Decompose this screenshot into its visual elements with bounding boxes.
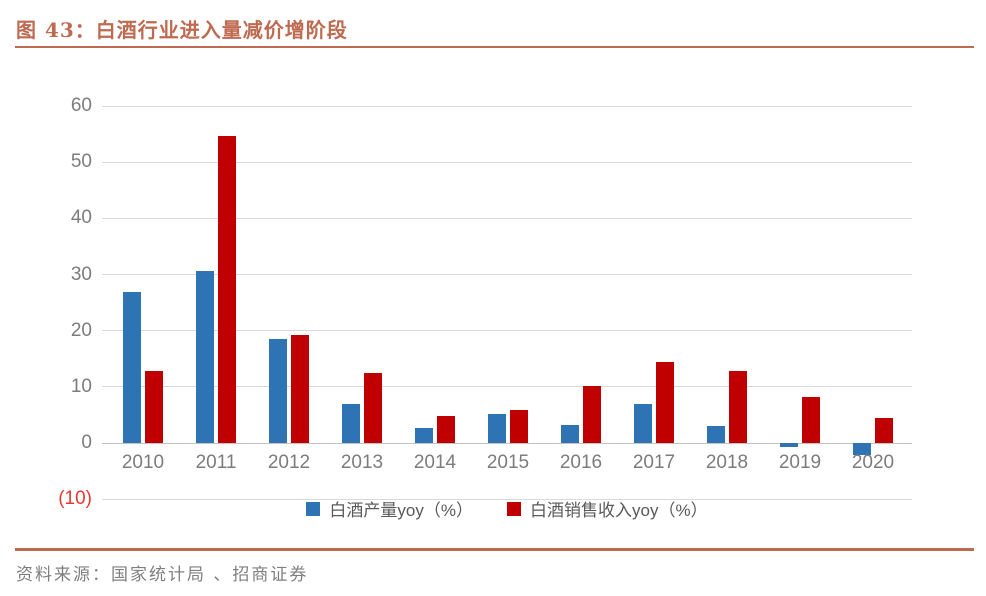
revenue-series-swatch-icon (507, 501, 521, 516)
bar-production-2016 (561, 425, 579, 443)
gridline-y0 (102, 442, 912, 444)
bar-production-2020 (853, 443, 871, 456)
y-tick-label: (10) (58, 488, 92, 510)
bar-production-2018 (707, 425, 725, 443)
gridline-y30 (102, 274, 912, 275)
y-tick-label: 60 (70, 95, 92, 116)
x-tick-label-2015: 2015 (486, 452, 530, 473)
gridline-y10 (102, 386, 912, 388)
source-note: 资料来源：国家统计局 、招商证券 (16, 565, 309, 585)
bar-production-2012 (269, 338, 287, 443)
gridline-y-10 (102, 498, 912, 500)
x-tick-label-2014: 2014 (413, 452, 457, 473)
gridline-y20 (102, 330, 912, 332)
bar-revenue-2017 (656, 362, 674, 443)
bar-revenue-2012 (291, 335, 309, 443)
x-tick-label-2020: 2020 (851, 452, 895, 473)
y-tick-label: 40 (70, 207, 92, 229)
legend-label: 白酒产量yoy（%） (329, 501, 473, 520)
bar-production-2014 (415, 427, 433, 443)
bar-production-2011 (196, 270, 214, 443)
footer-rule (15, 548, 974, 551)
y-tick-label: 50 (70, 151, 92, 173)
x-tick-label-2013: 2013 (340, 452, 384, 473)
bar-revenue-2020 (875, 417, 893, 443)
bar-revenue-2013 (364, 372, 382, 443)
y-tick-label: 10 (70, 375, 92, 397)
x-tick-label-2018: 2018 (705, 452, 749, 473)
gridline-y50 (102, 161, 912, 163)
bar-revenue-2014 (437, 416, 455, 443)
x-tick-label-2012: 2012 (267, 452, 311, 473)
bar-production-2015 (488, 414, 506, 443)
title-underline (15, 46, 974, 48)
bar-production-2013 (342, 403, 360, 443)
legend-item-revenue: 白酒销售收入yoy（%） (507, 496, 708, 521)
production-series-swatch-icon (306, 501, 321, 516)
gridline-y60 (102, 105, 912, 107)
x-tick-label-2019: 2019 (778, 452, 822, 473)
legend-item-production: 白酒产量yoy（%） (306, 496, 473, 521)
bar-revenue-2015 (510, 410, 528, 443)
x-tick-label-2016: 2016 (559, 452, 603, 473)
x-tick-label-2017: 2017 (632, 452, 676, 473)
gridline-y40 (102, 217, 912, 219)
bar-revenue-2011 (218, 136, 236, 443)
bar-revenue-2016 (583, 386, 601, 443)
y-tick-label: 30 (70, 263, 92, 285)
bar-revenue-2018 (729, 371, 747, 443)
figure-title: 图 43：白酒行业进入量减价增阶段 (16, 18, 348, 42)
bar-revenue-2010 (145, 371, 163, 443)
y-tick-label: 20 (70, 319, 92, 341)
bar-production-2010 (123, 292, 141, 443)
bar-production-2017 (634, 404, 652, 443)
bar-revenue-2019 (802, 396, 820, 443)
chart-legend: 白酒产量yoy（%） 白酒销售收入yoy（%） (102, 496, 912, 521)
x-tick-label-2011: 2011 (195, 452, 237, 473)
bar-production-2019 (780, 443, 798, 448)
legend-label: 白酒销售收入yoy（%） (530, 501, 708, 520)
x-tick-label-2010: 2010 (121, 452, 165, 473)
y-tick-label: 0 (81, 432, 92, 453)
